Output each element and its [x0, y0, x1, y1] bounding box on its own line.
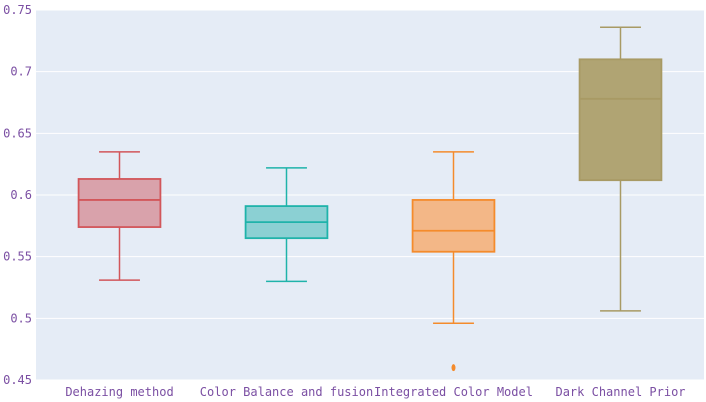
- box-1: [77, 151, 162, 281]
- x-category-label: Color Balance and fusion: [200, 385, 373, 399]
- x-category-label: Dark Channel Prior: [555, 385, 685, 399]
- box-2: [244, 167, 329, 283]
- y-tick-label: 0.55: [3, 250, 32, 264]
- x-axis-categories: Dehazing method Color Balance and fusion I…: [65, 385, 685, 399]
- box-4: [578, 26, 663, 312]
- x-category-label: Dehazing method: [65, 385, 173, 399]
- y-tick-label: 0.7: [10, 65, 32, 79]
- interquartile-box: [578, 58, 663, 182]
- boxes: [77, 26, 663, 372]
- box-3: [411, 151, 496, 372]
- y-tick-label: 0.65: [3, 126, 32, 140]
- y-tick-label: 0.75: [3, 3, 32, 17]
- interquartile-box: [77, 178, 162, 228]
- x-category-label: Integrated Color Model: [374, 385, 533, 399]
- interquartile-box: [411, 199, 496, 253]
- y-axis-ticks: 0.45 0.5 0.55 0.6 0.65 0.7 0.75: [3, 3, 32, 387]
- y-tick-label: 0.6: [10, 188, 32, 202]
- y-tick-label: 0.45: [3, 373, 32, 387]
- y-tick-label: 0.5: [10, 311, 32, 325]
- outlier-point: [451, 364, 456, 372]
